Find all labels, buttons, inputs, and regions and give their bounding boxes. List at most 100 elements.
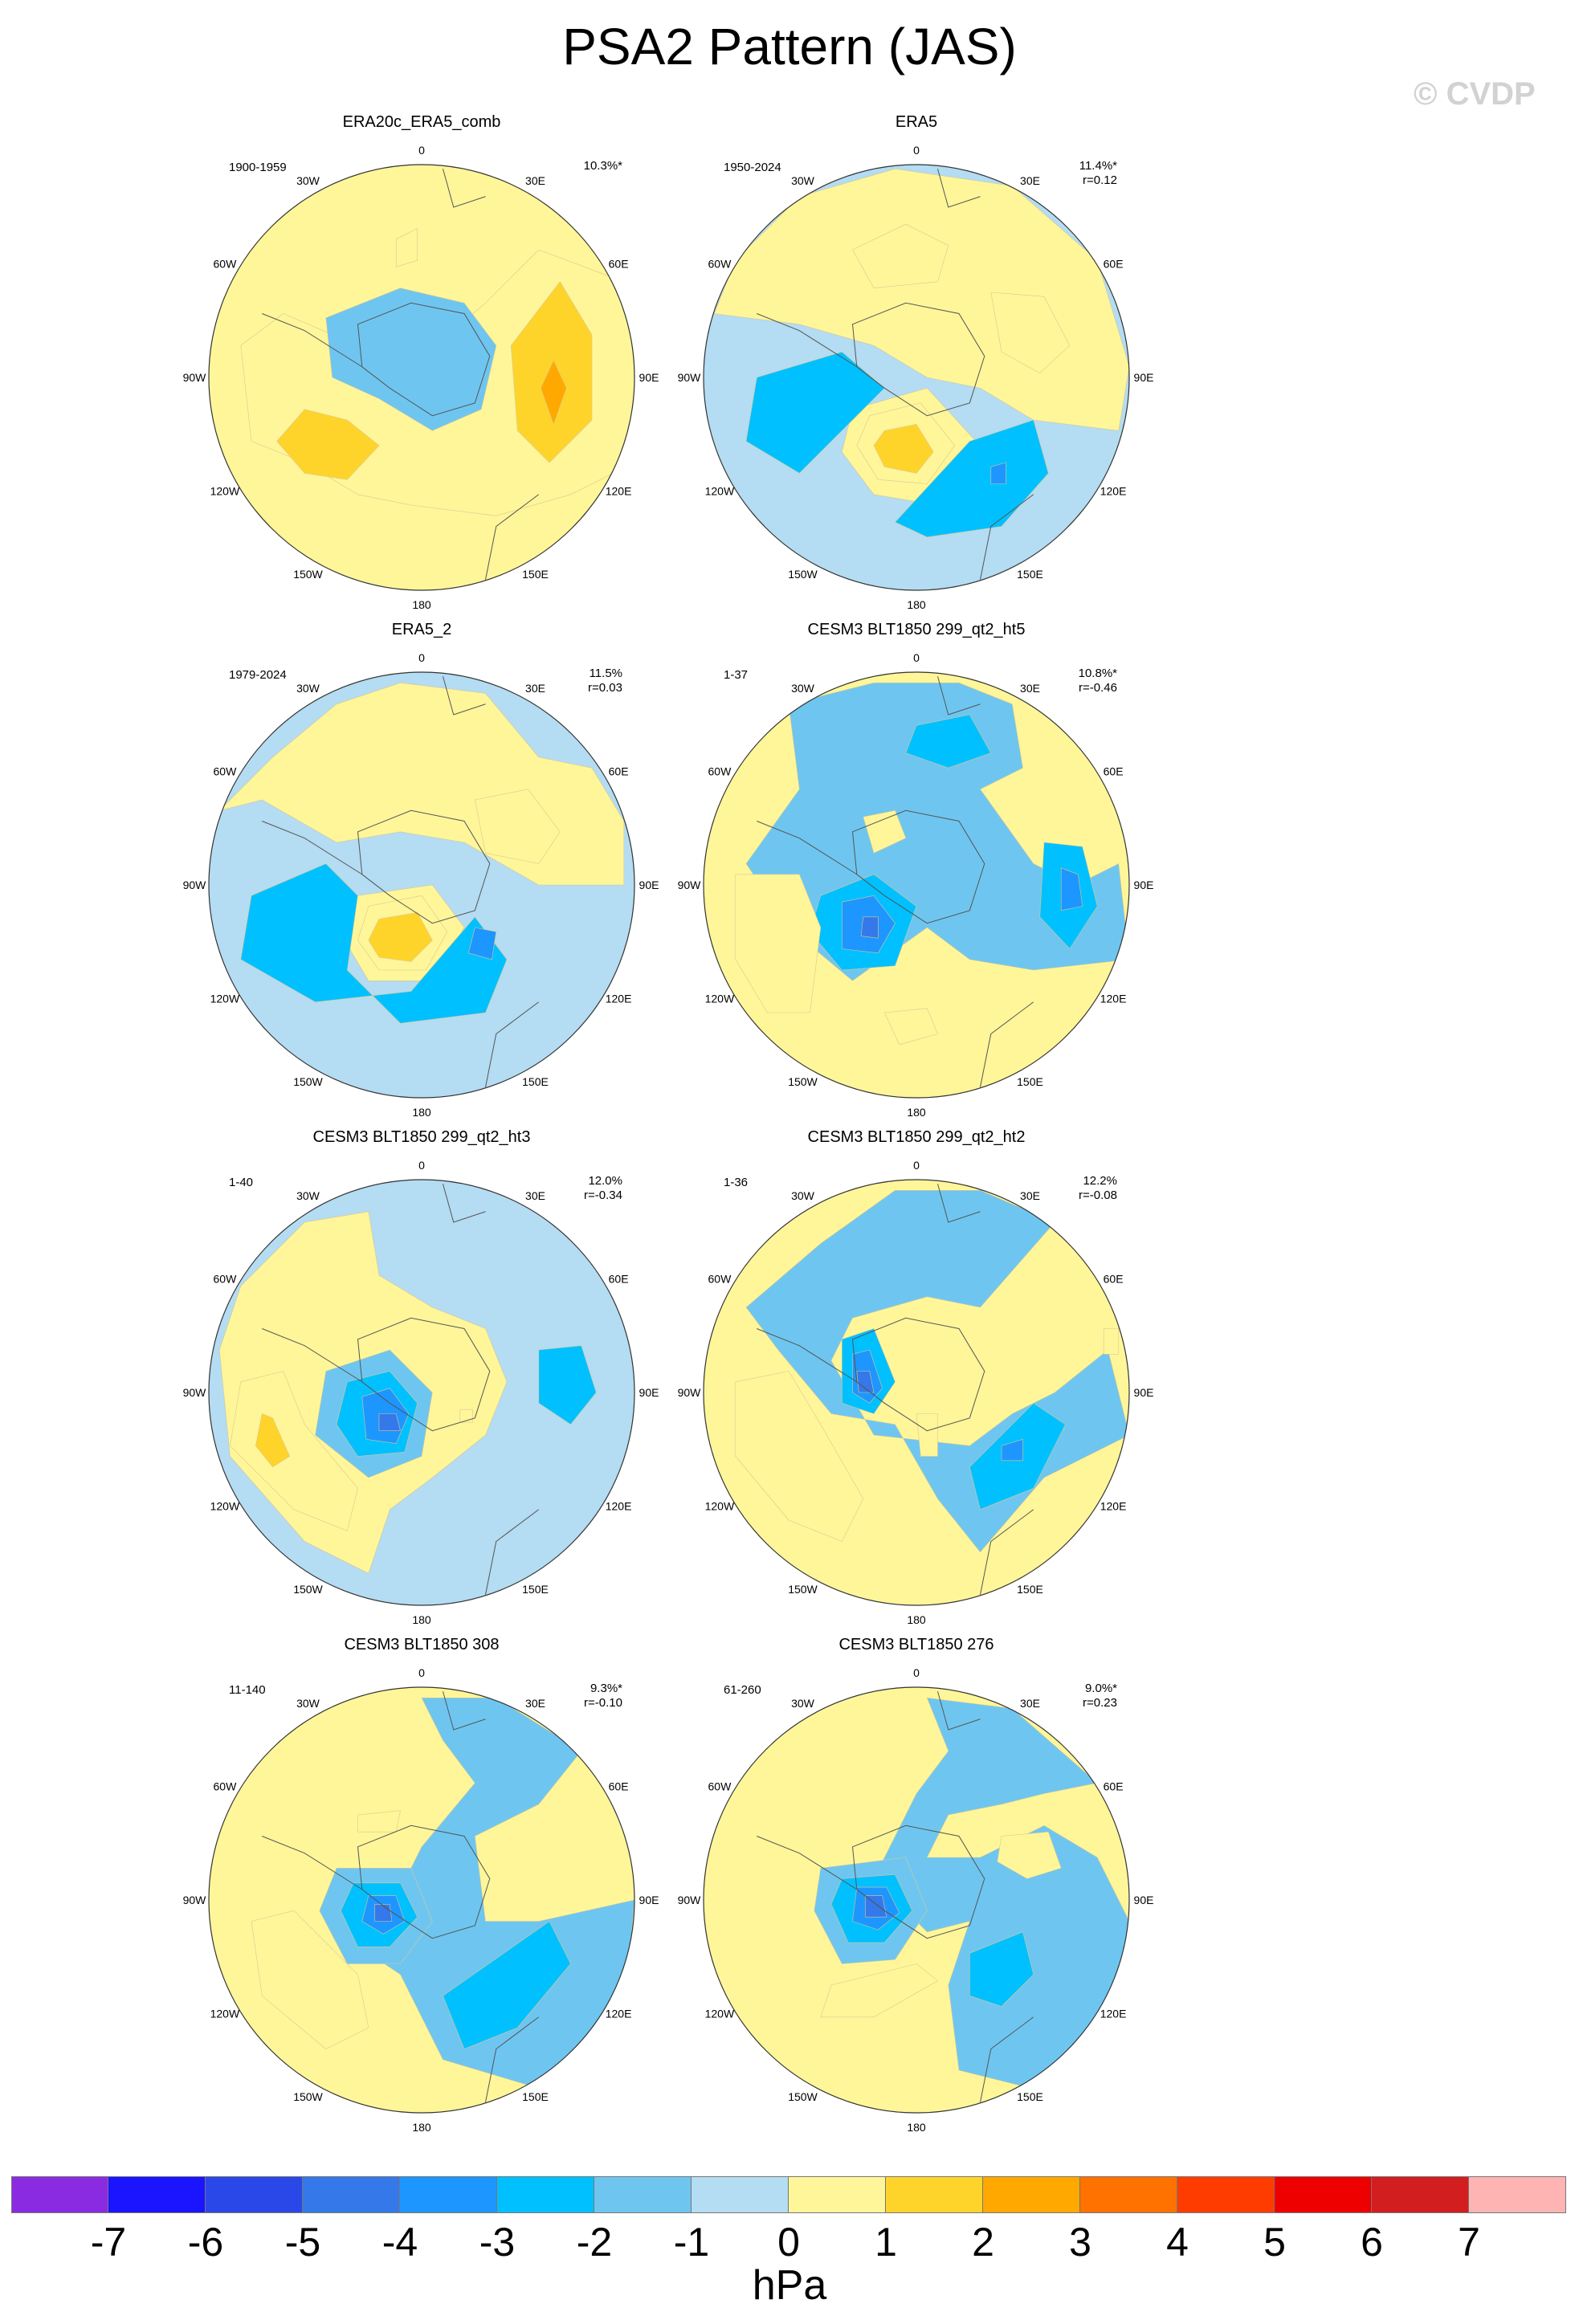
south-america-coastline: [262, 313, 363, 368]
longitude-label: 120W: [210, 993, 240, 1005]
panel-period: 1900-1959: [229, 161, 287, 174]
longitude-label: 150E: [1017, 568, 1043, 581]
longitude-label: 30W: [791, 1189, 815, 1202]
polar-map: 0 30E 60E 90E 120E 150E 180 150W 120W 90W 60W 30W: [183, 144, 659, 611]
panel-pattern-correlation: r=-0.10: [584, 1696, 622, 1710]
longitude-label: 120E: [1100, 2008, 1127, 2020]
longitude-label: 90W: [678, 1386, 702, 1399]
contour-region: [873, 424, 934, 474]
polar-map: 0 30E 60E 90E 120E 150E 180 150W 120W 90W 60W 30W: [183, 651, 659, 1119]
map-rim: [703, 671, 1130, 1099]
contour-region: [475, 789, 561, 864]
contour-region: [990, 462, 1006, 484]
longitude-label: 30E: [525, 682, 545, 695]
contour-region: [378, 1413, 401, 1431]
longitude-label: 90W: [183, 1386, 207, 1399]
longitude-label: 90E: [1134, 1386, 1154, 1399]
longitude-label: 150W: [788, 1075, 818, 1088]
contour-region: [735, 1371, 864, 1542]
colorbar-tick-label: -1: [673, 2220, 710, 2265]
longitude-label: 180: [907, 1106, 926, 1119]
longitude-label: 30E: [1020, 682, 1040, 695]
longitude-label: 60W: [708, 1780, 732, 1793]
panel-variance: 9.0%*: [1084, 1682, 1117, 1695]
longitude-label: 0: [418, 1159, 425, 1172]
longitude-label: 60W: [214, 258, 238, 271]
longitude-label: 120W: [210, 485, 240, 498]
map-panel: CESM3 BLT1850 299_qt2_ht3 1-40 12.0% r=-0.3…: [145, 1127, 867, 1626]
longitude-label: 120W: [705, 1500, 735, 1513]
longitude-label: 120W: [705, 993, 735, 1005]
longitude-label: 90E: [639, 1386, 659, 1399]
longitude-label: 90E: [639, 371, 659, 384]
panel-pattern-correlation: r=-0.34: [584, 1189, 622, 1202]
panel-stats: 10.3%*: [534, 159, 622, 173]
contour-region: [1103, 1328, 1120, 1355]
africa-coastline: [443, 676, 486, 716]
colorbar-swatch: [303, 2176, 400, 2213]
panel-title: CESM3 BLT1850 308: [344, 1636, 500, 1653]
colorbar-swatch: [886, 2176, 983, 2213]
longitude-label: 60W: [708, 765, 732, 778]
colorbar-tick-label: 1: [875, 2220, 897, 2265]
contour-region: [368, 912, 433, 962]
longitude-label: 120E: [606, 2008, 632, 2020]
longitude-label: 60E: [609, 258, 629, 271]
watermark: © CVDP: [1414, 76, 1536, 112]
colorbar-tick-label: 5: [1263, 2220, 1286, 2265]
panel-stats: 12.0% r=-0.34: [534, 1174, 622, 1203]
panel-variance: 10.8%*: [1078, 667, 1117, 680]
contour-region: [251, 1910, 369, 2049]
panel-variance: 12.0%: [588, 1174, 622, 1188]
longitude-label: 150E: [522, 1583, 549, 1596]
polar-map: 0 30E 60E 90E 120E 150E 180 150W 120W 90W 60W 30W: [678, 144, 1154, 611]
australia-coastline: [485, 494, 540, 580]
panel-stats: 12.2% r=-0.08: [1029, 1174, 1117, 1203]
longitude-label: 0: [913, 144, 920, 157]
longitude-label: 180: [412, 1106, 431, 1119]
panel-title: CESM3 BLT1850 299_qt2_ht3: [312, 1128, 531, 1146]
panel-stats: 9.0%* r=0.23: [1029, 1682, 1117, 1710]
longitude-label: 150W: [788, 1583, 818, 1596]
longitude-label: 90E: [1134, 1894, 1154, 1906]
colorbar-swatch: [1469, 2176, 1566, 2213]
contour-region: [997, 1831, 1062, 1879]
africa-coastline: [443, 1184, 486, 1223]
colorbar-swatch: [789, 2176, 886, 2213]
longitude-label: 30W: [791, 682, 815, 695]
contour-region: [895, 419, 1049, 538]
australia-coastline: [980, 1509, 1034, 1595]
contour-region: [395, 228, 418, 267]
contour-region: [735, 874, 822, 1013]
contour-region: [541, 360, 567, 425]
longitude-label: 90E: [639, 1894, 659, 1906]
colorbar-swatch: [400, 2176, 497, 2213]
colorbar-tick-label: -4: [381, 2220, 418, 2265]
contour-region: [865, 1895, 887, 1918]
longitude-label: 120W: [705, 2008, 735, 2020]
colorbar-tick-label: 6: [1361, 2220, 1383, 2265]
contour-region: [538, 1345, 597, 1425]
colorbar-swatch: [1275, 2176, 1372, 2213]
panel-variance: 12.2%: [1083, 1174, 1117, 1188]
colorbar-tick-label: 2: [972, 2220, 994, 2265]
longitude-label: 120W: [210, 2008, 240, 2020]
polar-map: 0 30E 60E 90E 120E 150E 180 150W 120W 90W 60W 30W: [678, 1159, 1154, 1626]
antarctica-coastline: [851, 1825, 985, 1939]
colorbar-swatch: [1080, 2176, 1177, 2213]
longitude-label: 90W: [678, 879, 702, 891]
contour-region: [916, 1413, 938, 1457]
longitude-label: 60E: [1104, 258, 1124, 271]
longitude-label: 150E: [1017, 1075, 1043, 1088]
longitude-label: 120E: [1100, 485, 1127, 498]
longitude-label: 30W: [791, 174, 815, 187]
south-america-coastline: [757, 1328, 858, 1383]
panel-variance: 10.3%*: [583, 159, 622, 173]
longitude-label: 90W: [678, 1894, 702, 1906]
longitude-label: 120E: [1100, 993, 1127, 1005]
antarctica-coastline: [357, 1825, 491, 1939]
panel-pattern-correlation: r=0.03: [588, 681, 622, 695]
longitude-label: 150E: [1017, 1583, 1043, 1596]
panel-title: CESM3 BLT1850 299_qt2_ht2: [807, 1128, 1026, 1146]
longitude-label: 60E: [609, 765, 629, 778]
